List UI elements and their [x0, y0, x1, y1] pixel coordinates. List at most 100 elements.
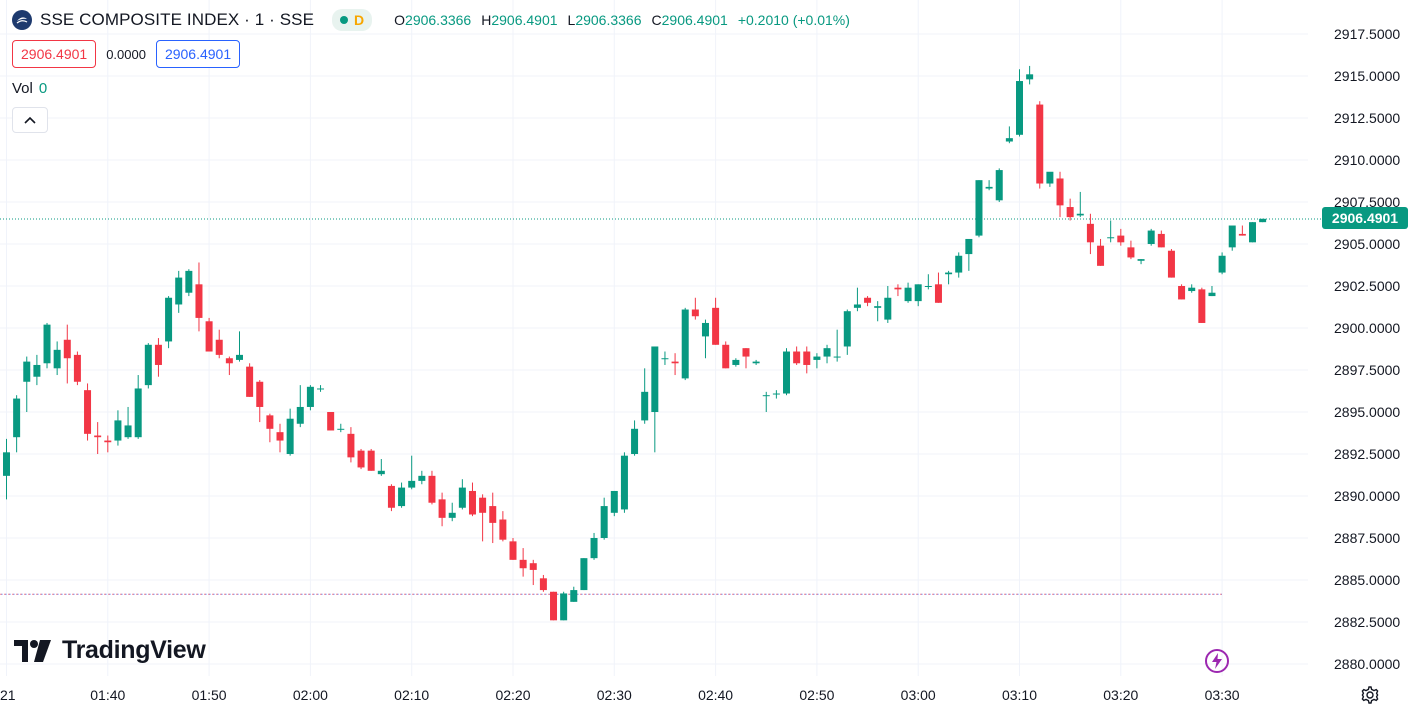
candle[interactable] — [53, 341, 61, 376]
candle[interactable] — [175, 270, 183, 313]
candle[interactable] — [509, 538, 517, 560]
candle[interactable] — [144, 343, 152, 389]
candle[interactable] — [701, 319, 709, 359]
candle[interactable] — [570, 586, 578, 602]
candle[interactable] — [1005, 126, 1013, 144]
candle[interactable] — [124, 406, 132, 439]
candle[interactable] — [712, 297, 720, 345]
candle[interactable] — [398, 482, 406, 508]
candle[interactable] — [1259, 218, 1267, 223]
candle[interactable] — [1198, 287, 1206, 323]
candle[interactable] — [266, 413, 274, 443]
candle[interactable] — [276, 423, 284, 453]
candle[interactable] — [529, 559, 537, 586]
candle[interactable] — [84, 383, 92, 441]
candle[interactable] — [884, 286, 892, 323]
candle[interactable] — [671, 353, 679, 376]
candle[interactable] — [33, 354, 41, 386]
candle[interactable] — [762, 391, 770, 412]
candle[interactable] — [793, 346, 801, 365]
candle[interactable] — [965, 238, 973, 271]
candle[interactable] — [418, 470, 426, 485]
candle[interactable] — [377, 459, 385, 476]
candle[interactable] — [874, 301, 882, 322]
candle[interactable] — [479, 494, 487, 542]
candle[interactable] — [1228, 225, 1236, 251]
candle[interactable] — [610, 490, 618, 517]
candle[interactable] — [813, 353, 821, 369]
candle[interactable] — [1086, 213, 1094, 255]
candle[interactable] — [104, 435, 112, 453]
candle[interactable] — [823, 344, 831, 364]
candle[interactable] — [235, 331, 243, 362]
candle[interactable] — [215, 329, 223, 359]
collapse-legend-button[interactable] — [12, 107, 48, 133]
candle[interactable] — [43, 322, 51, 369]
candle[interactable] — [114, 410, 122, 446]
candle[interactable] — [185, 269, 193, 297]
candle[interactable] — [448, 502, 456, 522]
candle[interactable] — [539, 574, 547, 592]
symbol-title[interactable]: SSE COMPOSITE INDEX · 1 · SSE — [40, 10, 315, 29]
market-status-pill[interactable]: D — [332, 9, 373, 31]
candle[interactable] — [134, 375, 142, 439]
candle[interactable] — [1056, 171, 1064, 218]
candle[interactable] — [853, 287, 861, 312]
candle[interactable] — [499, 511, 507, 542]
candle[interactable] — [975, 180, 983, 238]
candle[interactable] — [904, 282, 912, 303]
candle[interactable] — [772, 390, 780, 399]
candle[interactable] — [1127, 240, 1135, 260]
candle[interactable] — [600, 497, 608, 540]
candle[interactable] — [73, 351, 81, 386]
candle[interactable] — [803, 346, 811, 374]
candle[interactable] — [286, 408, 294, 456]
candle[interactable] — [783, 348, 791, 396]
candle[interactable] — [3, 438, 10, 500]
candle[interactable] — [1157, 230, 1165, 248]
candle[interactable] — [246, 363, 254, 397]
time-axis[interactable]: 21 01:40 01:50 02:00 02:10 02:20 02:30 02:40 02:… — [0, 687, 1240, 703]
candle[interactable] — [428, 470, 436, 505]
candle[interactable] — [620, 452, 628, 513]
sell-price-button[interactable]: 2906.4901 — [12, 40, 97, 68]
candle[interactable] — [317, 385, 325, 392]
candle[interactable] — [691, 297, 699, 320]
candle[interactable] — [914, 284, 922, 307]
candle[interactable] — [681, 307, 689, 381]
candle[interactable] — [327, 412, 335, 431]
gear-icon[interactable] — [1358, 684, 1380, 706]
candle[interactable] — [1147, 228, 1155, 246]
candle[interactable] — [519, 548, 527, 577]
candle[interactable] — [955, 252, 963, 278]
candle[interactable] — [438, 492, 446, 527]
candle[interactable] — [306, 385, 314, 411]
candle[interactable] — [489, 492, 497, 544]
candle[interactable] — [63, 324, 71, 384]
candle[interactable] — [742, 348, 750, 369]
candle[interactable] — [560, 591, 568, 621]
candle[interactable] — [1218, 252, 1226, 275]
candle[interactable] — [1117, 228, 1125, 246]
candle[interactable] — [1046, 171, 1054, 187]
buy-price-button[interactable]: 2906.4901 — [155, 40, 241, 68]
candle[interactable] — [590, 532, 598, 560]
candle[interactable] — [843, 309, 851, 355]
candle[interactable] — [296, 385, 304, 428]
candle[interactable] — [722, 341, 730, 369]
candle[interactable] — [225, 356, 233, 376]
candle[interactable] — [924, 274, 932, 290]
candle[interactable] — [1097, 238, 1105, 266]
candle[interactable] — [1188, 284, 1196, 293]
candle[interactable] — [833, 329, 841, 362]
candle[interactable] — [337, 423, 345, 433]
candle[interactable] — [1238, 225, 1246, 236]
candle[interactable] — [1178, 284, 1186, 300]
candle[interactable] — [661, 351, 669, 365]
candle[interactable] — [995, 168, 1003, 202]
candle[interactable] — [408, 455, 416, 490]
candle[interactable] — [367, 448, 375, 471]
candle[interactable] — [458, 479, 466, 510]
candle[interactable] — [1076, 191, 1084, 218]
price-axis[interactable]: 2917.5000 2915.0000 2912.5000 2910.0000 2907… — [1334, 26, 1400, 672]
